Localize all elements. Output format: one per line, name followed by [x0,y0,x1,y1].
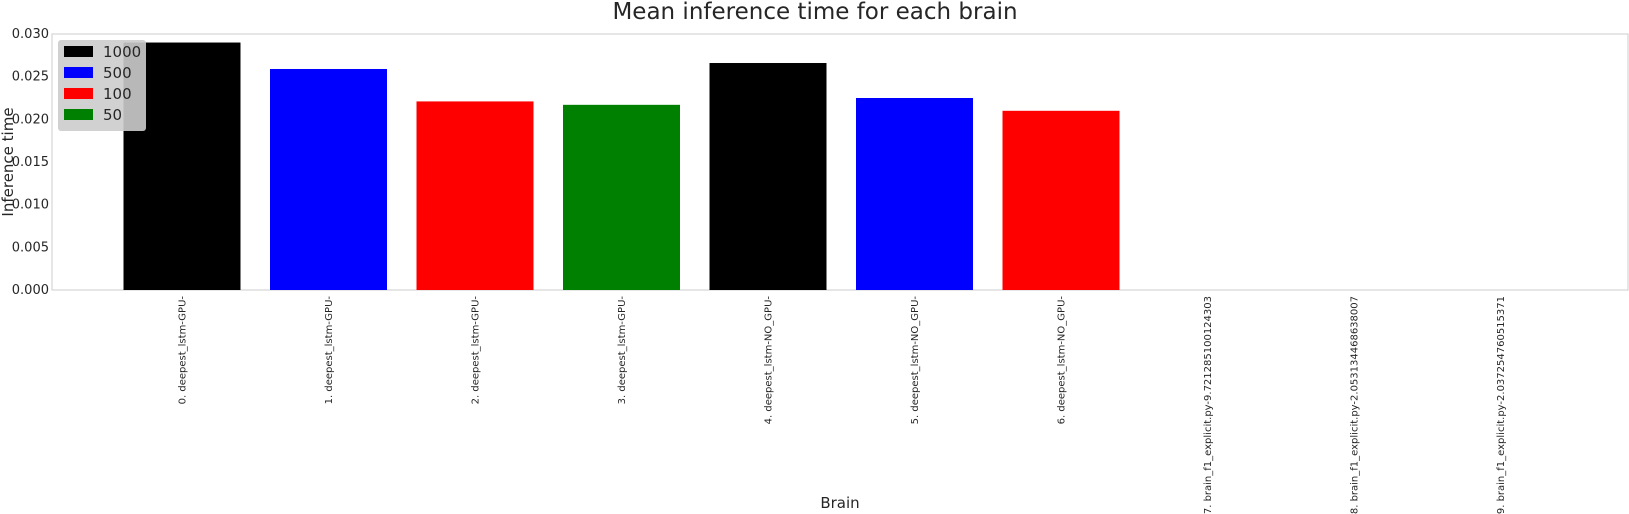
legend-swatch [64,46,93,57]
x-tick-label: 1. deepest_lstm-GPU- [324,296,335,405]
y-tick-label: 0.020 [12,112,49,127]
legend-label: 500 [103,64,132,82]
x-tick-label: 9. brain_f1_explicit.py-2.03725476051537… [1496,296,1507,514]
x-axis: 0. deepest_lstm-GPU- 1. deepest_lstm-GPU-… [178,296,1508,514]
x-tick-label: 7. brain_f1_explicit.py-9.72128510012430… [1203,296,1214,514]
bar [563,104,680,291]
legend-label: 1000 [103,43,141,61]
y-tick-label: 0.025 [12,70,49,85]
legend-label: 100 [103,85,132,103]
legend-swatch [64,88,93,99]
y-tick-label: 0.010 [12,198,49,213]
legend-swatch [64,67,93,78]
y-tick-label: 0.005 [12,240,49,255]
y-axis: 0.000 0.005 0.010 0.015 0.020 0.025 0.030 [12,27,49,298]
x-tick-label: 3. deepest_lstm-GPU- [617,296,628,405]
y-axis-label: Inference time [0,107,17,216]
bar [709,63,827,290]
bar [416,101,534,290]
legend: 1000 500 100 50 [58,40,146,131]
chart-title: Mean inference time for each brain [612,0,1017,25]
x-tick-label: 2. deepest_lstm-GPU- [471,296,482,405]
plot-area [51,33,1629,291]
bar [856,98,973,290]
x-axis-label: Brain [820,494,859,512]
bar [1002,110,1120,290]
legend-label: 50 [103,106,122,124]
x-tick-label: 0. deepest_lstm-GPU- [178,296,189,405]
y-tick-label: 0.030 [12,27,49,42]
bars [123,42,1120,291]
y-tick-label: 0.015 [12,155,49,170]
legend-background [58,40,146,131]
legend-swatch [64,109,93,120]
x-tick-label: 8. brain_f1_explicit.py-2.05313446863800… [1350,296,1361,514]
x-tick-label: 6. deepest_lstm-NO_GPU- [1057,296,1068,425]
y-tick-label: 0.000 [12,283,49,298]
x-tick-label: 5. deepest_lstm-NO_GPU- [910,296,921,425]
x-tick-label: 4. deepest_lstm-NO_GPU- [764,296,775,425]
bar [270,68,387,290]
